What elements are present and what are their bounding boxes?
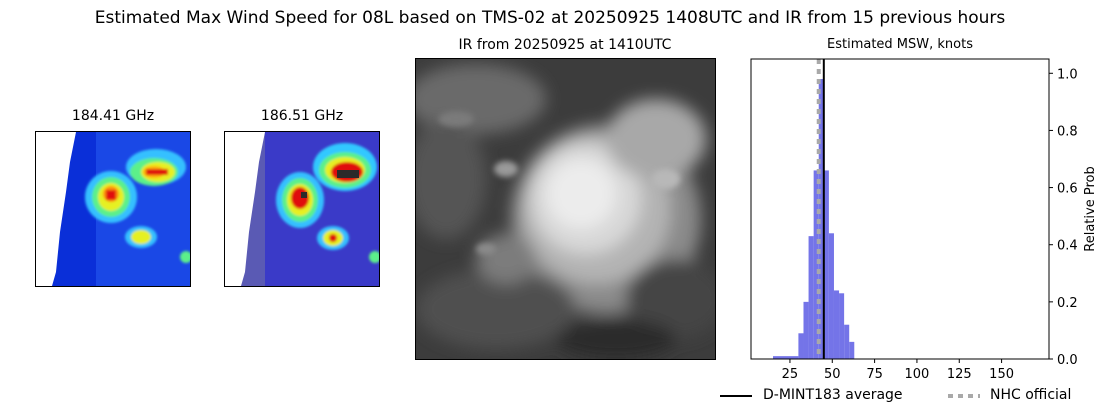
histogram-bar xyxy=(773,356,799,359)
histogram-bar xyxy=(803,301,809,359)
y-tick-label: 0.2 xyxy=(1057,296,1078,311)
histogram-bar xyxy=(849,341,855,359)
x-tick-label: 75 xyxy=(866,367,883,382)
x-tick-label: 25 xyxy=(782,367,799,382)
y-tick-label: 0.8 xyxy=(1057,124,1078,139)
legend-nhc-label: NHC official xyxy=(990,387,1072,403)
x-tick-label: 100 xyxy=(905,367,930,382)
mw1-title: 184.41 GHz xyxy=(71,108,155,124)
histogram-bar xyxy=(833,290,840,359)
histogram-bar xyxy=(844,324,850,359)
histogram-bar xyxy=(818,79,824,359)
y-tick-label: 0.0 xyxy=(1057,353,1078,368)
figure-title: Estimated Max Wind Speed for 08L based o… xyxy=(94,8,1006,28)
x-tick-label: 50 xyxy=(824,367,841,382)
x-tick-label: 150 xyxy=(989,367,1014,382)
histogram-bar xyxy=(828,233,834,359)
histogram-bar xyxy=(823,170,829,359)
histogram-bar xyxy=(813,170,819,359)
mw2-title: 186.51 GHz xyxy=(260,108,344,124)
histogram-bar xyxy=(839,293,845,359)
mw-image-186 xyxy=(224,131,380,287)
y-tick-label: 1.0 xyxy=(1057,67,1078,82)
mw-image-184 xyxy=(35,131,191,287)
histogram-bar xyxy=(798,333,804,359)
legend: D-MINT183 average NHC official xyxy=(720,386,1090,406)
msw-title: Estimated MSW, knots xyxy=(827,37,973,52)
legend-average-label: D-MINT183 average xyxy=(763,387,903,403)
y-axis-label: Relative Prob xyxy=(1083,166,1098,251)
ir-title: IR from 20250925 at 1410UTC xyxy=(458,37,672,53)
plot-frame xyxy=(750,58,1050,360)
x-tick-label: 125 xyxy=(947,367,972,382)
ir-satellite-image xyxy=(415,58,716,360)
y-tick-label: 0.4 xyxy=(1057,239,1078,254)
y-tick-label: 0.6 xyxy=(1057,182,1078,197)
histogram-bar xyxy=(808,236,814,359)
